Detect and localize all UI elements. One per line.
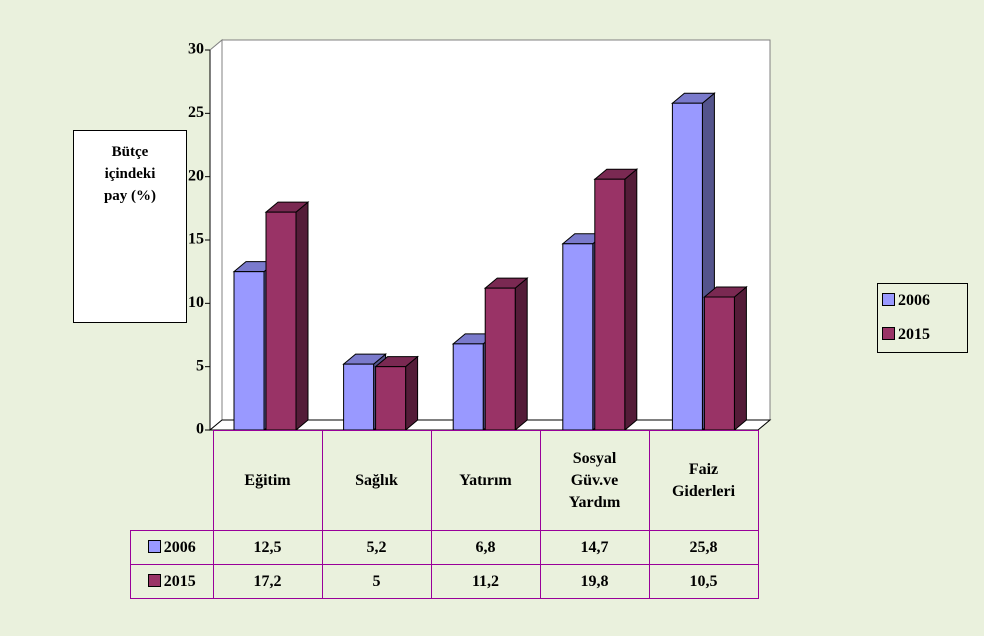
table-value: 17,2 (212, 564, 323, 599)
y-tick-label: 5 (196, 357, 204, 374)
table-category: Eğitim (244, 471, 291, 489)
legend-label: 2006 (898, 292, 930, 309)
table-value: 10,5 (648, 564, 759, 599)
y-tick-label: 15 (188, 231, 204, 248)
legend-label: 2015 (898, 326, 930, 343)
bar (703, 296, 735, 431)
left-wall (209, 38, 223, 432)
bar-side (514, 277, 528, 432)
table-category: Yatırım (459, 471, 512, 489)
table-category-cell: Faiz Giderleri (648, 430, 759, 531)
bar-side (295, 201, 309, 432)
y-tick-label: 20 (188, 167, 204, 184)
table-value: 12,5 (212, 530, 323, 565)
table-value: 19,8 (539, 564, 650, 599)
table-category-cell: Sosyal Güv.ve Yardım (539, 430, 650, 531)
bar (233, 271, 265, 431)
table-series-cell: 2015 (130, 564, 214, 599)
table-category: Sosyal Güv.ve Yardım (568, 449, 621, 511)
bar-side (405, 355, 419, 432)
bar (484, 287, 516, 431)
table-series-cell: 2006 (130, 530, 214, 565)
legend-swatch (147, 573, 161, 587)
y-axis-label-box: Bütçe içindeki pay (%) (73, 130, 187, 323)
table-header-row: Eğitim Sağlık Yatırım Sosyal Güv.ve Yardım F… (131, 430, 759, 531)
y-tick-label: 10 (188, 294, 204, 311)
table-value: 6,8 (430, 530, 541, 565)
legend-swatch (147, 539, 161, 553)
table-value: 5,2 (321, 530, 432, 565)
legend: 2006 2015 (877, 283, 968, 353)
table-value: 14,7 (539, 530, 650, 565)
table-series-name: 2015 (163, 572, 196, 590)
legend-entry: 2015 (878, 318, 967, 352)
legend-entry: 2006 (878, 284, 967, 318)
bar (265, 211, 297, 431)
table-category-cell: Sağlık (321, 430, 432, 531)
legend-swatch (882, 293, 895, 306)
data-table: Eğitim Sağlık Yatırım Sosyal Güv.ve Yardım F… (130, 430, 759, 599)
bar (562, 243, 594, 431)
y-tick-label: 0 (196, 421, 204, 438)
table-category-cell: Eğitim (212, 430, 323, 531)
table-row: 2006 12,5 5,2 6,8 14,7 25,8 (130, 530, 759, 565)
bar (594, 178, 626, 431)
y-tick-label: 25 (188, 104, 204, 121)
bar (343, 363, 375, 431)
table-value: 5 (321, 564, 432, 599)
table-category: Faiz Giderleri (671, 460, 736, 500)
bar (671, 102, 703, 431)
table-category-cell: Yatırım (430, 430, 541, 531)
table-value: 11,2 (430, 564, 541, 599)
bar (375, 366, 407, 431)
bar (452, 343, 484, 431)
table-row: 2015 17,2 5 11,2 19,8 10,5 (130, 564, 759, 599)
bar-side (624, 168, 638, 432)
legend-swatch (882, 327, 895, 340)
y-axis-label: Bütçe içindeki pay (%) (103, 144, 157, 204)
bar-side (733, 285, 747, 432)
table-value: 25,8 (648, 530, 759, 565)
y-tick-label: 30 (188, 41, 204, 58)
table-series-name: 2006 (163, 538, 196, 556)
table-corner (131, 431, 214, 531)
table-category: Sağlık (355, 471, 398, 489)
